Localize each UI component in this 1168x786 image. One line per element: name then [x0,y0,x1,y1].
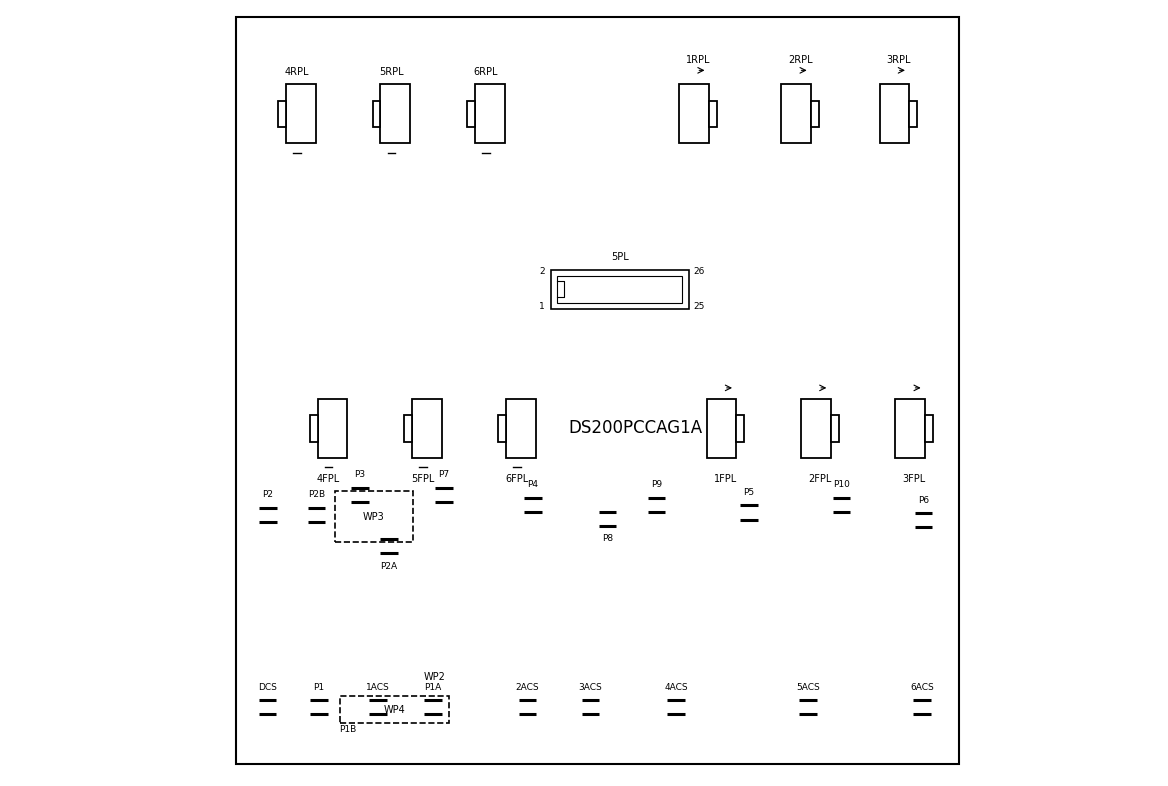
Bar [781,85,811,143]
Text: P2A: P2A [381,562,397,571]
Bar [381,85,410,143]
Text: 5FPL: 5FPL [411,473,434,483]
Bar [373,101,381,127]
Text: 4RPL: 4RPL [285,67,310,76]
Bar [880,85,910,143]
Text: 26: 26 [694,267,704,277]
Text: P2: P2 [263,490,273,499]
Text: P1: P1 [313,683,325,692]
Text: P9: P9 [651,480,662,489]
Bar [830,415,839,442]
Bar [925,415,933,442]
Bar [310,415,318,442]
Text: 3FPL: 3FPL [903,473,926,483]
Text: 5ACS: 5ACS [797,683,820,692]
Bar [709,101,717,127]
Text: 2RPL: 2RPL [788,55,813,65]
Bar [551,270,689,309]
Text: P6: P6 [918,496,929,505]
Text: 1RPL: 1RPL [686,55,710,65]
Bar [679,85,709,143]
Bar [474,85,505,143]
Bar [286,85,317,143]
Text: P1B: P1B [340,725,357,733]
Text: P1A: P1A [424,683,442,692]
Bar [335,491,412,542]
Bar [707,399,737,457]
Text: 3RPL: 3RPL [887,55,911,65]
Bar [506,399,536,457]
Text: DS200PCCAG1A: DS200PCCAG1A [568,420,702,437]
Bar [278,101,286,127]
Text: 2: 2 [540,267,544,277]
Text: 6ACS: 6ACS [910,683,934,692]
Text: 3ACS: 3ACS [578,683,603,692]
Bar [895,399,925,457]
Bar [557,276,682,303]
Bar [318,399,347,457]
Text: 2ACS: 2ACS [515,683,540,692]
Text: 25: 25 [694,302,704,311]
Bar [340,696,449,723]
Text: WP2: WP2 [424,672,446,682]
Text: 5PL: 5PL [611,252,628,262]
Bar [910,101,917,127]
Text: P8: P8 [602,534,613,543]
Text: 4FPL: 4FPL [317,473,340,483]
Bar [412,399,442,457]
Text: WP4: WP4 [384,705,405,714]
Bar [404,415,412,442]
Bar [499,415,506,442]
Text: 1FPL: 1FPL [714,473,737,483]
Text: WP3: WP3 [362,512,384,522]
Bar [801,399,830,457]
Text: P10: P10 [834,480,850,489]
Text: 6RPL: 6RPL [473,67,498,76]
Text: P7: P7 [438,471,450,479]
Text: DCS: DCS [258,683,277,692]
Bar [737,415,744,442]
Text: 2FPL: 2FPL [808,473,832,483]
Text: 6FPL: 6FPL [506,473,529,483]
Text: P2B: P2B [308,490,326,499]
Text: 1: 1 [538,302,544,311]
Text: 1ACS: 1ACS [367,683,390,692]
Bar [811,101,819,127]
Text: P4: P4 [528,480,538,489]
Text: P5: P5 [744,488,755,497]
Bar [467,101,474,127]
Text: 4ACS: 4ACS [665,683,688,692]
Text: 5RPL: 5RPL [380,67,404,76]
Text: P3: P3 [354,471,366,479]
